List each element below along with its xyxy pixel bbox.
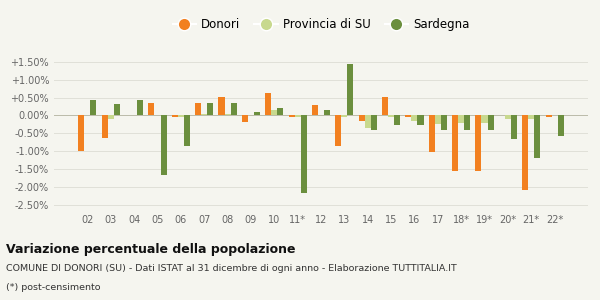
- Bar: [464, 116, 470, 130]
- Bar: [341, 116, 347, 117]
- Bar: [347, 64, 353, 116]
- Bar: [265, 93, 271, 116]
- Bar: [295, 116, 301, 117]
- Bar: [335, 116, 341, 146]
- Bar: [435, 116, 441, 124]
- Bar: [522, 116, 528, 190]
- Bar: [207, 103, 214, 116]
- Bar: [388, 116, 394, 117]
- Bar: [78, 116, 85, 151]
- Bar: [481, 116, 488, 122]
- Bar: [528, 116, 534, 119]
- Legend: Donori, Provincia di SU, Sardegna: Donori, Provincia di SU, Sardegna: [168, 13, 474, 35]
- Bar: [178, 116, 184, 117]
- Bar: [505, 116, 511, 119]
- Text: (*) post-censimento: (*) post-censimento: [6, 284, 101, 292]
- Text: Variazione percentuale della popolazione: Variazione percentuale della popolazione: [6, 243, 296, 256]
- Text: COMUNE DI DONORI (SU) - Dati ISTAT al 31 dicembre di ogni anno - Elaborazione TU: COMUNE DI DONORI (SU) - Dati ISTAT al 31…: [6, 264, 457, 273]
- Bar: [418, 116, 424, 125]
- Bar: [475, 116, 481, 171]
- Bar: [371, 116, 377, 130]
- Bar: [406, 116, 412, 117]
- Bar: [441, 116, 447, 130]
- Bar: [289, 116, 295, 117]
- Bar: [359, 116, 365, 121]
- Bar: [184, 116, 190, 146]
- Bar: [161, 116, 167, 176]
- Bar: [488, 116, 494, 130]
- Bar: [148, 103, 154, 116]
- Bar: [324, 110, 330, 116]
- Bar: [301, 116, 307, 193]
- Bar: [271, 110, 277, 116]
- Bar: [114, 104, 120, 116]
- Bar: [458, 116, 464, 122]
- Bar: [428, 116, 435, 152]
- Bar: [394, 116, 400, 125]
- Bar: [195, 103, 201, 116]
- Bar: [312, 105, 318, 116]
- Bar: [172, 116, 178, 117]
- Bar: [277, 108, 283, 116]
- Bar: [511, 116, 517, 139]
- Bar: [201, 114, 207, 116]
- Bar: [557, 116, 564, 136]
- Bar: [224, 114, 230, 116]
- Bar: [382, 97, 388, 116]
- Bar: [91, 100, 97, 116]
- Bar: [365, 116, 371, 128]
- Bar: [218, 97, 224, 116]
- Bar: [230, 103, 236, 116]
- Bar: [452, 116, 458, 171]
- Bar: [254, 112, 260, 116]
- Bar: [242, 116, 248, 122]
- Bar: [545, 116, 551, 117]
- Bar: [108, 116, 114, 119]
- Bar: [412, 116, 418, 121]
- Bar: [534, 116, 541, 158]
- Bar: [137, 100, 143, 116]
- Bar: [101, 116, 108, 137]
